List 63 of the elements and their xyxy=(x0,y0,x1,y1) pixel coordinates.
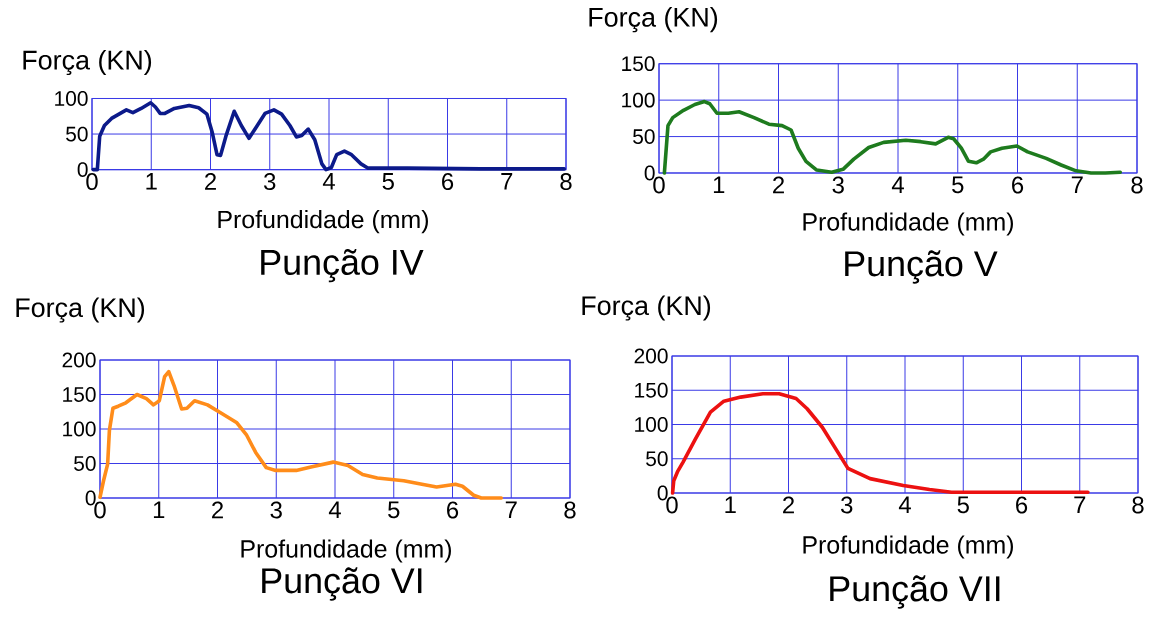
text: Punção VI xyxy=(262,567,422,601)
x-tick-label: 8 xyxy=(1131,176,1143,194)
x-axis-title: Profundidade (mm) xyxy=(803,535,1013,559)
x-tick-label: 3 xyxy=(832,176,844,194)
y-tick-label: 50 xyxy=(633,129,655,144)
x-tick-label: 4 xyxy=(891,176,904,193)
x-tick-label: 2 xyxy=(205,173,216,190)
x-tick-label: 1 xyxy=(153,501,165,518)
y-tick-label: 0 xyxy=(77,162,88,177)
y-tick-label: 50 xyxy=(74,456,96,471)
x-axis-title: Profundidade (mm) xyxy=(218,209,428,234)
y-tick-label: 150 xyxy=(63,387,96,402)
y-axis-title: Força (KN) xyxy=(589,7,718,33)
y-tick-label: 50 xyxy=(646,451,668,467)
x-tick-label: 5 xyxy=(388,501,400,519)
y-axis-title: Força (KN) xyxy=(582,295,711,321)
y-tick-label: 200 xyxy=(62,352,96,368)
x-tick-label: 5 xyxy=(952,176,964,194)
x-tick-label: 7 xyxy=(501,173,513,190)
x-tick-label: 7 xyxy=(1074,496,1086,513)
y-tick-label: 100 xyxy=(622,92,655,108)
y-tick-label: 100 xyxy=(635,417,668,432)
text: Punção VII xyxy=(830,575,1000,609)
x-tick-label: 3 xyxy=(270,501,282,519)
x-tick-label: 2 xyxy=(773,176,784,194)
x-tick-label: 6 xyxy=(447,501,459,519)
x-tick-label: 2 xyxy=(212,501,223,519)
line-series xyxy=(670,391,1090,495)
x-tick-label: 8 xyxy=(560,173,572,191)
y-axis-title: Força (KN) xyxy=(16,297,145,323)
y-tick-label: 0 xyxy=(657,485,668,501)
x-tick-label: 7 xyxy=(505,501,517,518)
line-series xyxy=(662,99,1123,175)
x-tick-label: 4 xyxy=(322,173,335,190)
x-tick-label: 1 xyxy=(725,496,736,513)
y-axis-title: Força (KN) xyxy=(23,49,152,76)
x-tick-label: 3 xyxy=(264,173,276,191)
x-tick-label: 8 xyxy=(1132,496,1144,514)
x-tick-label: 6 xyxy=(1016,496,1028,514)
y-tick-label: 100 xyxy=(63,421,96,437)
x-tick-label: 2 xyxy=(783,496,794,514)
x-tick-label: 1 xyxy=(146,173,157,190)
x-axis-title: Profundidade (mm) xyxy=(803,212,1013,236)
x-tick-label: 5 xyxy=(382,173,394,190)
x-tick-label: 1 xyxy=(713,176,725,193)
y-tick-label: 150 xyxy=(635,382,668,398)
text: Punção V xyxy=(845,250,998,284)
x-tick-label: 5 xyxy=(957,496,969,514)
x-tick-label: 6 xyxy=(1012,176,1024,194)
y-tick-label: 100 xyxy=(55,91,88,106)
line-series xyxy=(91,100,567,172)
y-tick-label: 50 xyxy=(66,126,88,142)
line-series xyxy=(98,369,504,500)
x-tick-label: 7 xyxy=(1071,176,1083,193)
y-tick-label: 150 xyxy=(622,56,655,72)
text: Punção IV xyxy=(261,248,424,283)
x-tick-label: 8 xyxy=(564,501,576,519)
x-tick-label: 4 xyxy=(328,501,341,518)
x-tick-label: 4 xyxy=(898,496,911,513)
y-tick-label: 200 xyxy=(634,348,668,364)
x-tick-label: 3 xyxy=(841,496,853,514)
x-axis-title: Profundidade (mm) xyxy=(241,539,451,563)
x-tick-label: 6 xyxy=(442,173,454,191)
